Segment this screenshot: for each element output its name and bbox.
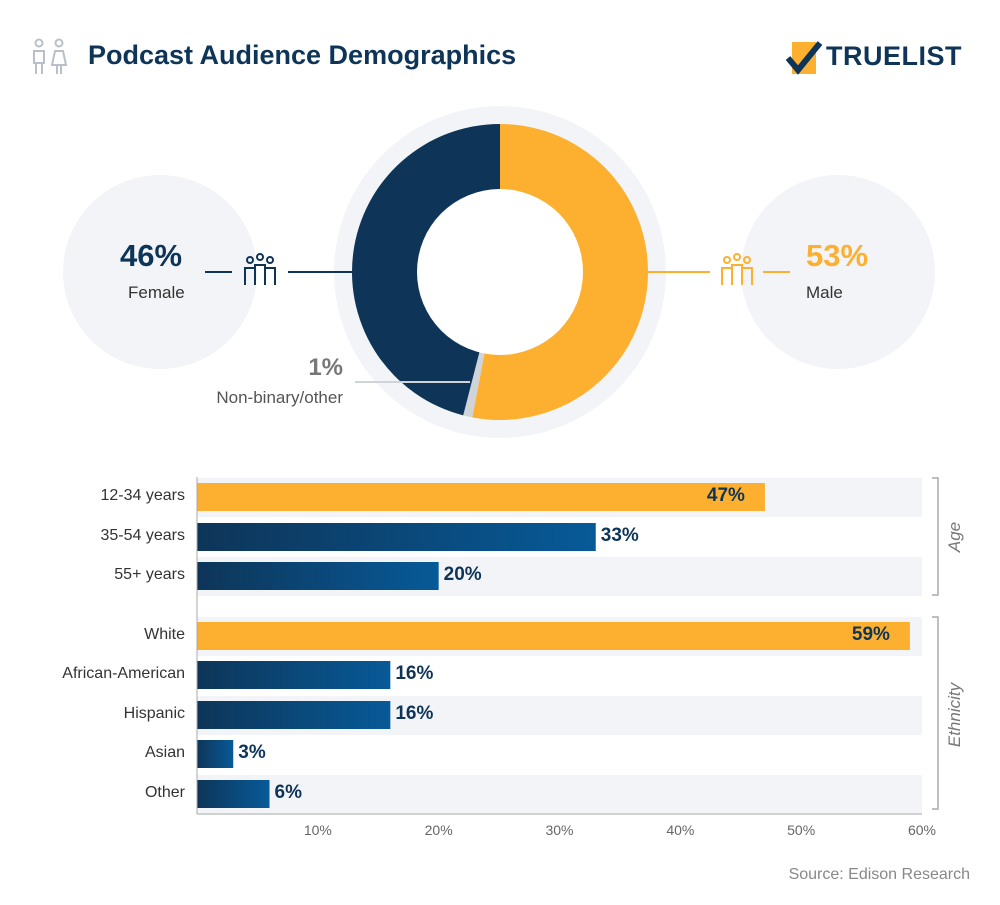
category-label: 35-54 years — [100, 527, 186, 544]
male-label: Male — [806, 283, 843, 302]
value-label: 20% — [443, 564, 482, 585]
tick-label: 60% — [907, 822, 937, 838]
female-group-icon — [244, 253, 276, 285]
value-label: 59% — [851, 624, 890, 645]
value-label: 33% — [600, 525, 639, 546]
bar — [197, 483, 765, 511]
category-label: Hispanic — [123, 705, 185, 722]
tick-label: 40% — [666, 822, 695, 838]
tick-label: 50% — [787, 822, 816, 838]
page-title: Podcast Audience Demographics — [88, 40, 517, 70]
tick-label: 10% — [303, 822, 332, 838]
bar — [197, 562, 439, 590]
category-label: African-American — [62, 665, 185, 682]
people-icon — [33, 38, 68, 74]
category-label: 12-34 years — [100, 487, 186, 504]
bar — [197, 523, 596, 551]
nonbinary-percent: 1% — [308, 354, 343, 381]
category-label: Other — [144, 784, 185, 801]
donut-chart — [63, 106, 935, 438]
value-label: 16% — [395, 703, 434, 724]
bar-track — [197, 775, 922, 814]
value-label: 16% — [395, 663, 434, 684]
logo: TRUELIST — [826, 41, 962, 71]
bar — [197, 661, 391, 689]
value-label: 3% — [238, 742, 266, 763]
value-label: 6% — [274, 782, 302, 803]
nonbinary-label: Non-binary/other — [216, 388, 343, 407]
bar — [197, 622, 910, 650]
category-label: 55+ years — [114, 566, 185, 583]
male-percent: 53% — [806, 238, 869, 273]
bar — [197, 701, 391, 729]
male-bubble — [741, 175, 935, 369]
group-label-ethnicity: Ethnicity — [945, 682, 964, 748]
bar — [197, 780, 270, 808]
group-label-age: Age — [945, 521, 964, 553]
category-label: White — [144, 626, 185, 643]
source-note: Source: Edison Research — [788, 866, 970, 883]
value-label: 47% — [706, 485, 745, 506]
female-percent: 46% — [120, 238, 183, 273]
tick-label: 20% — [424, 822, 453, 838]
truelist-logo-icon — [786, 41, 823, 75]
male-group-icon — [721, 253, 753, 285]
bar — [197, 740, 234, 768]
tick-label: 30% — [545, 822, 574, 838]
category-label: Asian — [144, 744, 185, 761]
female-bubble — [63, 175, 257, 369]
female-label: Female — [128, 283, 185, 302]
